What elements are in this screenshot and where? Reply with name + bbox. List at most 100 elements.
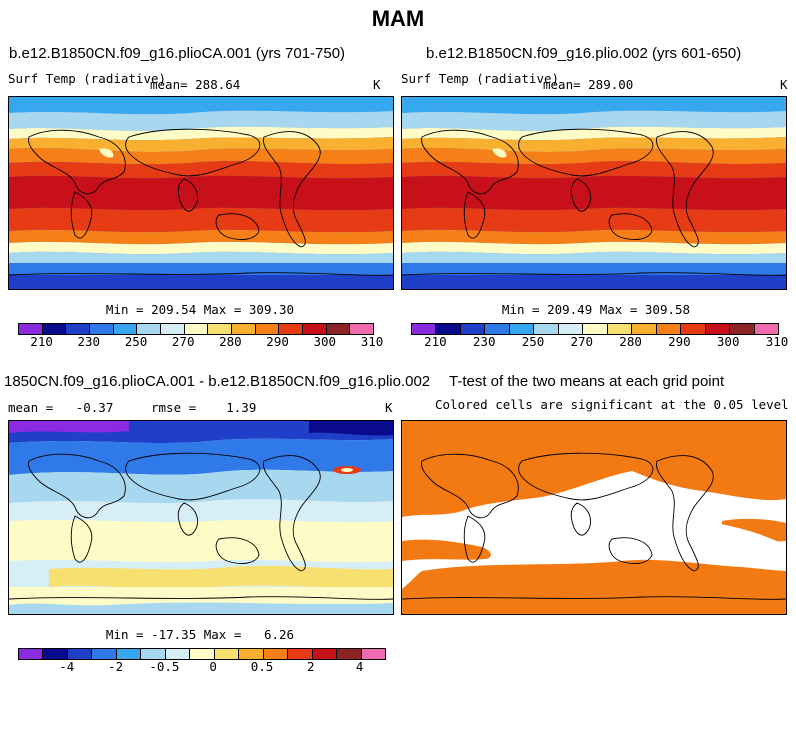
colorbar-tick-label: 300	[716, 334, 740, 349]
colorbar-box	[312, 649, 338, 659]
colorbar-tick-label: 290	[266, 334, 289, 349]
colorbar-box	[214, 649, 240, 659]
colorbar-box	[113, 324, 138, 334]
colorbar-box	[190, 649, 215, 659]
colorbar-box	[485, 324, 510, 334]
colorbar-box	[116, 649, 142, 659]
colorbar-box	[232, 324, 256, 334]
colorbar-box	[534, 324, 559, 334]
colorbar-box	[303, 324, 327, 334]
colorbar-box	[137, 324, 162, 334]
colorbar-box	[583, 324, 608, 334]
colorbar-box	[326, 324, 351, 334]
colorbar-box	[632, 324, 657, 334]
figure-title: MAM	[371, 6, 425, 31]
colorbar-top-right	[411, 323, 779, 335]
map-bottom-left	[8, 420, 394, 615]
colorbar-tick-label: 280	[219, 334, 242, 349]
colorbar-tick-label: 270	[171, 334, 195, 349]
colorbar-tick-label: 270	[570, 334, 594, 349]
panel-title-top-left: b.e12.B1850CN.f09_g16.plioCA.001 (yrs 70…	[9, 45, 346, 62]
colorbar-box	[263, 649, 289, 659]
units-top-right: K	[780, 77, 788, 92]
colorbar-box	[141, 649, 166, 659]
map-top-left	[8, 96, 394, 290]
colorbar-tick-label: 2	[307, 659, 315, 674]
colorbar-tick-label: 4	[355, 659, 364, 674]
colorbar-ticks-bottom-left: -4 -2 -0.5 0 0.5 2 4	[18, 659, 384, 675]
units-bottom-left: K	[385, 400, 393, 415]
colorbar-tick-label: 300	[313, 334, 337, 349]
temperature-map-plio	[402, 97, 786, 289]
difference-map	[9, 421, 393, 614]
colorbar-box	[165, 649, 191, 659]
colorbar-ticks-top-right: 210 230 250 270 280 290 300 310	[411, 334, 788, 350]
colorbar-box	[184, 324, 209, 334]
colorbar-tick-label: 250	[124, 334, 148, 349]
colorbar-box	[161, 324, 185, 334]
colorbar-top-left	[18, 323, 374, 335]
map-top-right	[401, 96, 787, 290]
colorbar-bottom-left	[18, 648, 386, 660]
colorbar-box	[412, 324, 437, 334]
colorbar-box	[361, 649, 386, 659]
colorbar-tick-label: 0.5	[250, 659, 274, 674]
colorbar-tick-label: 310	[765, 334, 789, 349]
colorbar-box	[208, 324, 233, 334]
mean-label-top-right: mean= 289.00	[543, 77, 634, 92]
significant-region	[402, 421, 786, 614]
colorbar-box	[239, 649, 264, 659]
colorbar-tick-label: 230	[472, 334, 496, 349]
map-bottom-right	[401, 420, 787, 615]
colorbar-box	[509, 324, 535, 334]
colorbar-tick-label: -0.5	[149, 659, 180, 674]
units-top-left: K	[373, 77, 381, 92]
colorbar-box	[754, 324, 779, 334]
significance-map	[402, 421, 786, 614]
colorbar-ticks-top-left: 210 230 250 270 280 290 300 310	[18, 334, 383, 350]
colorbar-box	[19, 649, 44, 659]
colorbar-tick-label: 0	[209, 659, 217, 674]
colorbar-box	[43, 649, 68, 659]
colorbar-box	[730, 324, 755, 334]
var-label-top-right: Surf Temp (radiative)	[401, 71, 560, 86]
colorbar-box	[279, 324, 304, 334]
colorbar-tick-label: 250	[521, 334, 545, 349]
subtitle-bottom-right: Colored cells are significant at the 0.0…	[435, 397, 789, 412]
colorbar-tick-label: 230	[77, 334, 101, 349]
temperature-map-plioca	[9, 97, 393, 289]
colorbar-box	[436, 324, 461, 334]
colorbar-tick-label: 210	[30, 334, 53, 349]
colorbar-box	[705, 324, 731, 334]
colorbar-box	[42, 324, 67, 334]
colorbar-box	[255, 324, 280, 334]
var-label-top-left: Surf Temp (radiative)	[8, 71, 167, 86]
stats-bottom-left: mean = -0.37 rmse = 1.39	[8, 400, 257, 415]
colorbar-box	[350, 324, 374, 334]
minmax-top-left: Min = 209.54 Max = 309.30	[105, 302, 295, 317]
colorbar-tick-label: 290	[668, 334, 691, 349]
colorbar-tick-label: 280	[619, 334, 642, 349]
panel-title-bottom-right: T-test of the two means at each grid poi…	[449, 373, 725, 390]
colorbar-box	[681, 324, 706, 334]
colorbar-box	[67, 649, 93, 659]
colorbar-box	[337, 649, 362, 659]
colorbar-box	[66, 324, 91, 334]
panel-title-bottom-left: 1850CN.f09_g16.plioCA.001 - b.e12.B1850C…	[4, 373, 431, 390]
minmax-bottom-left: Min = -17.35 Max = 6.26	[105, 627, 295, 642]
colorbar-box	[558, 324, 584, 334]
colorbar-box	[92, 649, 117, 659]
colorbar-box	[607, 324, 633, 334]
colorbar-tick-label: -2	[108, 659, 124, 674]
mean-label-top-left: mean= 288.64	[150, 77, 241, 92]
colorbar-tick-label: 310	[360, 334, 384, 349]
colorbar-tick-label: 210	[424, 334, 447, 349]
colorbar-box	[19, 324, 43, 334]
panel-title-top-right: b.e12.B1850CN.f09_g16.plio.002 (yrs 601-…	[426, 45, 742, 62]
colorbar-box	[288, 649, 313, 659]
minmax-top-right: Min = 209.49 Max = 309.58	[501, 302, 691, 317]
colorbar-box	[460, 324, 486, 334]
colorbar-box	[90, 324, 114, 334]
colorbar-tick-label: -4	[59, 659, 75, 674]
colorbar-box	[656, 324, 682, 334]
